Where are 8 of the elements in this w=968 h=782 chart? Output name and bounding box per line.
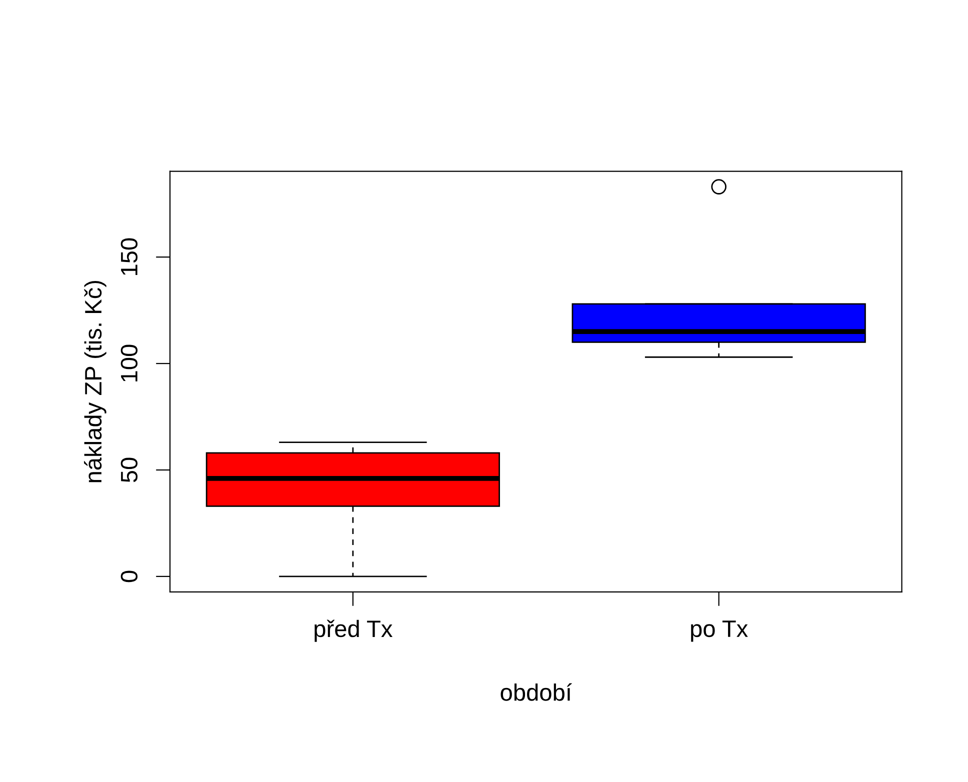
y-tick-label: 100 — [120, 344, 138, 382]
y-tick-label: 50 — [120, 458, 138, 482]
y-tick-label: 0 — [120, 570, 138, 582]
x-axis-title: období — [500, 683, 572, 701]
y-tick-label: 150 — [120, 238, 138, 275]
x-tick-label: po Tx — [691, 620, 748, 642]
x-tick-label: před Tx — [314, 620, 392, 642]
y-axis-title: náklady ZP (tis. Kč) — [84, 280, 106, 482]
